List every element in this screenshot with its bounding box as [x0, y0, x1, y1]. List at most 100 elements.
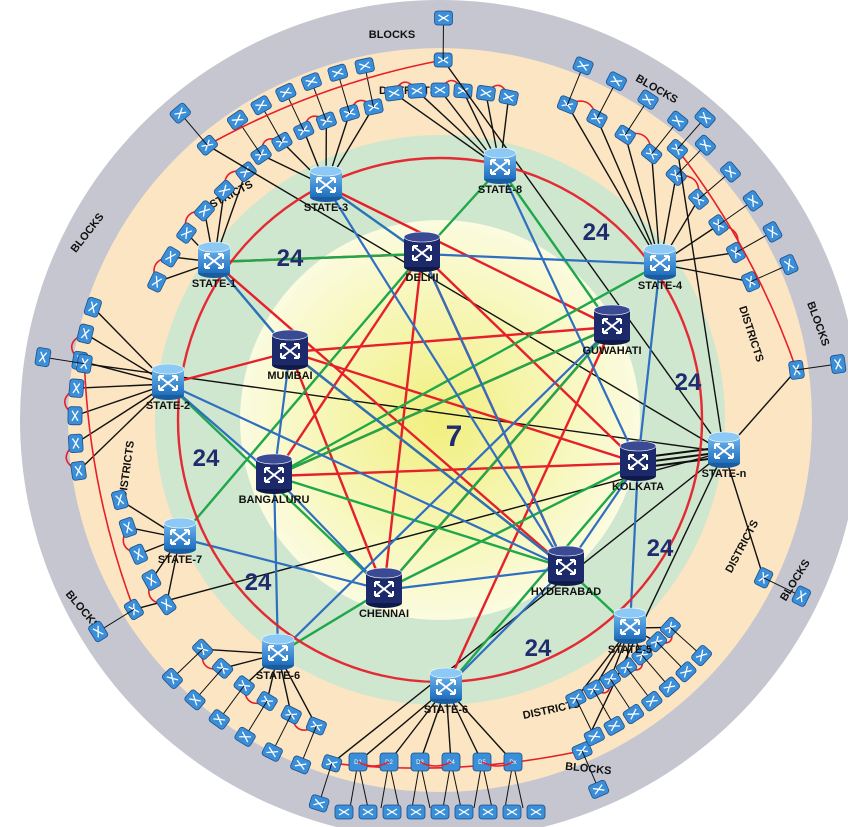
block-router — [605, 71, 627, 91]
node-label: MUMBAI — [267, 370, 312, 382]
block-router — [694, 134, 716, 156]
district-router — [430, 82, 450, 98]
district-router — [498, 88, 519, 106]
center-count-label: 7 — [446, 420, 463, 453]
district-router — [213, 179, 235, 201]
node-label: STATE-5 — [608, 644, 652, 656]
district-router — [476, 85, 496, 102]
core-router-hyderabad: HYDERABAD — [531, 545, 601, 598]
link-delhi-hyderabad — [421, 253, 567, 569]
node-label: STATE-7 — [158, 554, 202, 566]
block-router — [588, 779, 610, 799]
state-router-s5: STATE-5 — [608, 607, 652, 656]
state-router-s1: STATE-1 — [192, 241, 236, 290]
device-label: Dx — [509, 760, 516, 766]
fanout-sn — [34, 10, 847, 813]
link-bangaluru-kolkata — [273, 461, 639, 478]
block-router — [572, 56, 594, 76]
block-router — [641, 690, 663, 712]
count-label: 24 — [647, 535, 674, 562]
block-router — [694, 107, 716, 129]
block-router — [478, 804, 498, 820]
block-router — [526, 804, 546, 820]
device-label: D4 — [447, 760, 455, 766]
core-ring — [240, 220, 640, 620]
link-s6b-kolkata — [445, 462, 639, 689]
block-router — [382, 804, 402, 820]
state-router-s4: STATE-4 — [638, 243, 683, 292]
state-router-sn: STATE-n — [702, 431, 747, 480]
block-router — [208, 709, 230, 730]
block-router — [667, 110, 689, 132]
block-router — [275, 82, 297, 103]
link-delhi-bangaluru — [273, 253, 423, 477]
node-label: STATE-2 — [146, 400, 190, 412]
fanout-s1 — [147, 161, 257, 293]
link-s8-kolkata — [499, 167, 639, 464]
node-label: STATE-6 — [424, 704, 468, 716]
block-router — [161, 667, 183, 689]
count-labels-layer: 24 24 24 24 24 24 24 — [193, 219, 702, 662]
block-router — [226, 109, 249, 130]
block-router — [583, 726, 605, 747]
link-s4-bangaluru — [273, 262, 661, 478]
block-router — [430, 804, 450, 820]
node-label: DELHI — [406, 272, 439, 284]
state-router-s2: STATE-2 — [146, 363, 190, 412]
node-label: GUWAHATI — [582, 345, 641, 357]
node-label: STATE-1 — [192, 278, 236, 290]
block-router — [334, 804, 354, 820]
block-router — [622, 704, 645, 725]
link-chennai-hyderabad — [383, 566, 567, 592]
core-router-bangaluru: BANGALURU — [239, 453, 310, 506]
link-s2-mumbai — [167, 350, 291, 386]
fanout-s6a — [161, 638, 327, 775]
district-router — [67, 433, 84, 453]
district-router — [68, 378, 85, 398]
district-router — [67, 406, 83, 426]
block-router — [502, 804, 522, 820]
node-label: STATE-8 — [478, 184, 522, 196]
node-label: BANGALURU — [239, 494, 310, 506]
node-label: STATE-3 — [304, 202, 348, 214]
block-router — [406, 804, 426, 820]
district-router — [160, 246, 181, 268]
link-bangaluru-hyderabad — [273, 474, 567, 570]
block-router — [454, 804, 474, 820]
device-label: D2 — [385, 760, 393, 766]
link-s7-chennai — [179, 536, 385, 592]
link-s3-hyderabad — [325, 185, 567, 569]
block-router — [637, 89, 659, 110]
link-s2-hyderabad — [167, 383, 567, 569]
block-router — [184, 689, 206, 711]
state-router-s7: STATE-7 — [158, 517, 202, 566]
district-router — [407, 82, 427, 99]
link-bangaluru-chennai — [273, 475, 385, 591]
node-label: STATE-6 — [256, 670, 300, 682]
block-router — [779, 254, 799, 276]
link-s7-delhi — [179, 253, 423, 539]
link-s6a-guwahati — [277, 326, 613, 655]
link-mumbai-hyderabad — [289, 351, 567, 569]
link-s1-hyderabad — [213, 261, 567, 569]
count-label: 24 — [277, 245, 304, 272]
block-router — [88, 620, 109, 643]
core-router-chennai: CHENNAI — [359, 567, 409, 620]
block-router — [742, 190, 764, 212]
block-router — [791, 585, 811, 607]
link-delhi-chennai — [382, 253, 424, 591]
district-router — [118, 517, 138, 538]
link-s8-guwahati — [499, 167, 613, 328]
state-router-s6b: STATE-6 — [424, 667, 468, 716]
block-router — [675, 661, 697, 683]
block-router — [261, 742, 283, 762]
block-router — [234, 726, 256, 747]
node-label: STATE-4 — [638, 280, 683, 292]
ring-label: BLOCKS — [369, 29, 415, 41]
block-router — [301, 72, 322, 91]
link-delhi-s1 — [213, 252, 423, 264]
district-router — [129, 543, 149, 565]
node-label: KOLKATA — [612, 481, 664, 493]
access-layer: D1 D2 D3 D4 D5 Dx — [34, 10, 847, 820]
block-router — [358, 804, 378, 820]
